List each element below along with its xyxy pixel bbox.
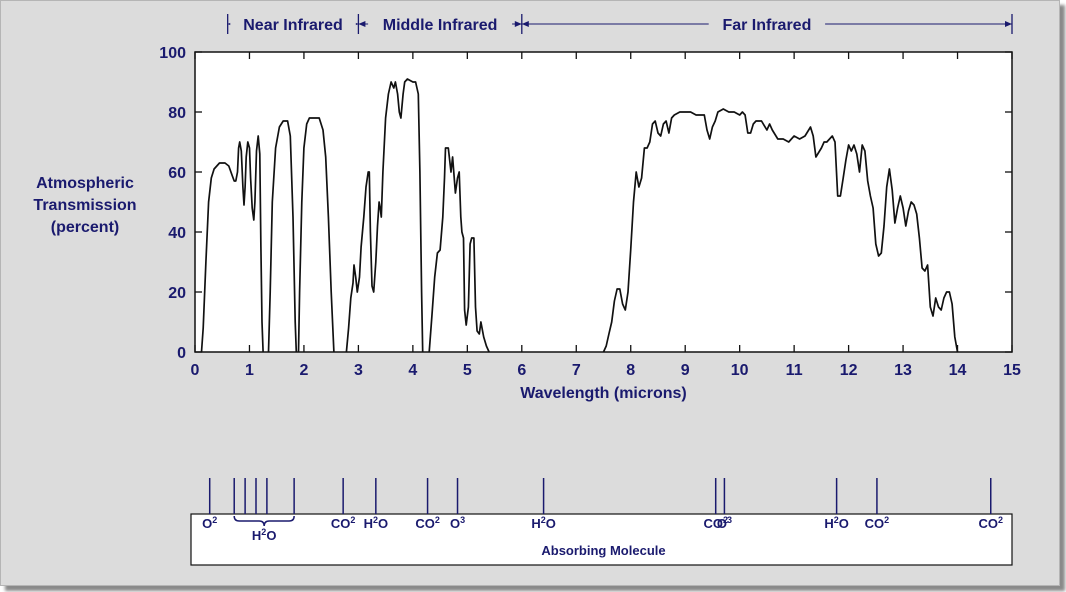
x-tick-label: 2	[299, 362, 308, 379]
y-tick-label: 60	[168, 165, 186, 182]
y-axis-label-line: (percent)	[51, 219, 119, 236]
x-tick-label: 12	[840, 362, 858, 379]
y-tick-label: 20	[168, 285, 186, 302]
x-tick-label: 15	[1003, 362, 1021, 379]
transmission-segment	[428, 147, 490, 353]
molecule-label: CO2	[331, 515, 356, 531]
region-label: Middle Infrared	[383, 17, 498, 34]
molecule-label: CO2	[703, 515, 728, 531]
x-tick-label: 7	[572, 362, 581, 379]
molecule-label: H2O	[364, 515, 389, 531]
y-tick-label: 0	[177, 345, 186, 362]
molecule-label: O2	[202, 515, 217, 531]
y-tick-label: 80	[168, 105, 186, 122]
molecule-group-label: H2O	[252, 527, 277, 543]
region-label-bg	[230, 14, 356, 33]
molecule-label: CO2	[865, 515, 890, 531]
x-tick-label: 0	[191, 362, 200, 379]
y-axis-label-line: Transmission	[33, 197, 136, 214]
x-tick-label: 3	[354, 362, 363, 379]
x-tick-label: 10	[731, 362, 749, 379]
region-label-bg	[708, 14, 826, 33]
molecule-label: H2O	[531, 515, 556, 531]
x-tick-label: 8	[626, 362, 635, 379]
molecule-caption: Absorbing Molecule	[541, 543, 665, 558]
region-arrowhead-left	[521, 21, 529, 27]
h2o-group-brace	[233, 515, 295, 527]
transmission-curve	[200, 78, 959, 353]
region-arrowhead-right	[1005, 21, 1012, 27]
x-tick-label: 9	[681, 362, 690, 379]
transmission-segment	[200, 135, 264, 353]
region-label: Near Infrared	[243, 17, 343, 34]
molecule-label: CO2	[415, 515, 440, 531]
y-tick-label: 40	[168, 225, 186, 242]
x-tick-label: 13	[894, 362, 912, 379]
x-tick-label: 1	[245, 362, 254, 379]
molecule-box	[190, 513, 1013, 566]
x-axis-label: Wavelength (microns)	[520, 385, 687, 402]
x-tick-label: 14	[949, 362, 967, 379]
region-label-bg	[368, 14, 513, 33]
molecule-label: CO2	[979, 515, 1004, 531]
region-arrowhead-right	[514, 21, 522, 27]
molecule-label: O3	[450, 515, 465, 531]
region-label: Far Infrared	[722, 17, 811, 34]
transmission-segment	[602, 108, 959, 353]
x-tick-label: 4	[408, 362, 417, 379]
y-axis-label-line: Atmospheric	[36, 175, 134, 192]
plot-area	[194, 51, 1013, 353]
axis-labels: 0 1 2 3 4 5 6 7 8 9 10 11 12 13 14 15020406080100Wavele…	[33, 45, 1021, 402]
y-tick-label: 100	[159, 45, 186, 62]
molecule-label: H2O	[824, 515, 849, 531]
transmission-segment	[297, 117, 335, 353]
x-tick-label: 6	[517, 362, 526, 379]
molecule-label: O3	[717, 515, 732, 531]
region-annotations: Near Infrared Middle Infrared Far Infrared	[227, 14, 1013, 34]
region-arrowhead-left	[358, 21, 366, 27]
transmission-segment	[345, 78, 424, 353]
transmission-segment	[267, 120, 298, 353]
x-tick-label: 5	[463, 362, 472, 379]
x-tick-label: 11	[786, 362, 803, 379]
